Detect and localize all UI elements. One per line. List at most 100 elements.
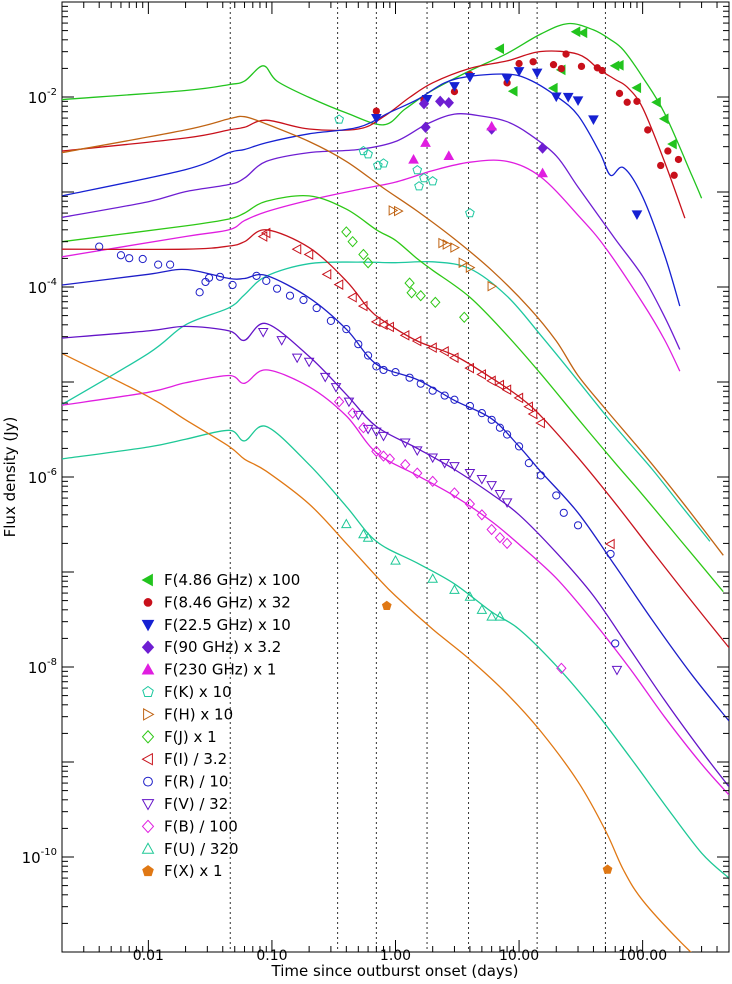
data-point <box>378 450 389 462</box>
y-tick-label: 10-2 <box>28 87 57 107</box>
data-point <box>450 242 460 253</box>
data-point <box>399 438 411 449</box>
legend-marker-11 <box>141 819 155 834</box>
data-point <box>303 357 315 368</box>
data-point <box>427 176 438 186</box>
data-point <box>291 353 303 364</box>
data-point <box>598 66 606 75</box>
data-point <box>524 459 533 468</box>
data-point <box>442 239 453 250</box>
model-curve-2 <box>62 73 681 307</box>
data-point <box>303 249 314 260</box>
data-point <box>404 277 415 289</box>
legend-marker-7 <box>141 730 155 744</box>
data-point <box>312 303 321 313</box>
data-point <box>330 383 342 393</box>
data-point <box>326 316 335 325</box>
data-point <box>494 379 505 391</box>
data-point <box>354 340 363 349</box>
data-point <box>412 164 423 175</box>
model-curve-6 <box>62 115 724 556</box>
data-point <box>260 227 271 239</box>
data-point <box>406 287 417 299</box>
data-point <box>513 67 525 77</box>
data-point <box>487 280 498 292</box>
legend-marker-1 <box>143 598 153 607</box>
data-point <box>285 291 295 300</box>
data-point <box>299 295 308 305</box>
data-point <box>440 391 449 400</box>
legend-label-5: F(K) x 10 <box>164 683 232 701</box>
data-point <box>252 271 261 280</box>
data-point <box>384 453 396 465</box>
data-point <box>416 379 425 388</box>
model-curve-9 <box>62 268 729 722</box>
data-point <box>464 591 476 601</box>
legend-marker-10 <box>141 799 155 811</box>
legend-marker-9 <box>143 776 153 787</box>
y-tick-label: 10-4 <box>28 277 57 297</box>
data-point <box>420 137 431 147</box>
data-point <box>515 59 523 68</box>
data-point <box>399 329 410 341</box>
model-curves <box>62 22 729 952</box>
legend-label-11: F(B) / 100 <box>164 817 238 835</box>
data-point <box>631 210 643 221</box>
legend-marker-2 <box>141 619 155 632</box>
y-tick-label: 10-6 <box>28 467 57 487</box>
data-point <box>495 423 505 432</box>
model-curve-13 <box>62 352 692 952</box>
data-point <box>476 475 488 485</box>
data-point <box>537 142 548 154</box>
data-point <box>215 272 225 281</box>
data-point <box>347 407 358 419</box>
data-point <box>494 43 505 55</box>
data-point <box>384 321 394 333</box>
data-point <box>391 368 400 377</box>
legend-marker-12 <box>141 842 155 854</box>
legend-label-9: F(R) / 10 <box>164 773 228 791</box>
data-point <box>588 115 599 126</box>
data-point <box>443 97 454 109</box>
data-point <box>494 490 506 500</box>
data-point <box>611 665 623 676</box>
data-point <box>494 610 506 621</box>
data-point <box>342 325 351 334</box>
data-point <box>379 365 388 375</box>
data-point <box>577 62 586 71</box>
data-point <box>486 120 498 131</box>
legend-marker-4 <box>141 663 155 675</box>
data-point <box>419 172 429 183</box>
data-point <box>465 262 476 273</box>
legend-marker-0 <box>141 573 153 587</box>
data-point <box>537 167 548 178</box>
data-point <box>362 257 374 269</box>
data-point <box>363 351 373 360</box>
data-point <box>476 369 486 380</box>
data-point <box>388 205 399 216</box>
data-point <box>372 362 381 371</box>
data-point <box>535 417 545 429</box>
data-point <box>458 257 469 269</box>
data-point <box>408 153 419 164</box>
y-tick-label: 10-10 <box>22 847 57 867</box>
data-point <box>513 392 524 404</box>
data-point <box>550 92 562 103</box>
model-curve-4 <box>62 159 681 372</box>
data-point <box>372 107 381 115</box>
vertical-reference-lines <box>229 2 606 952</box>
model-curve-12 <box>62 425 729 879</box>
data-point <box>414 181 424 191</box>
data-point <box>651 96 661 108</box>
data-point <box>394 205 404 217</box>
data-point <box>195 288 204 297</box>
legend-label-4: F(230 GHz) x 1 <box>164 661 276 679</box>
data-point <box>333 396 345 408</box>
data-point <box>631 82 642 94</box>
data-point <box>358 528 369 539</box>
legend-label-1: F(8.46 GHz) x 32 <box>164 593 291 611</box>
data-points <box>95 26 683 874</box>
model-curve-5 <box>62 260 711 542</box>
data-point <box>439 459 451 469</box>
data-point <box>138 254 147 264</box>
